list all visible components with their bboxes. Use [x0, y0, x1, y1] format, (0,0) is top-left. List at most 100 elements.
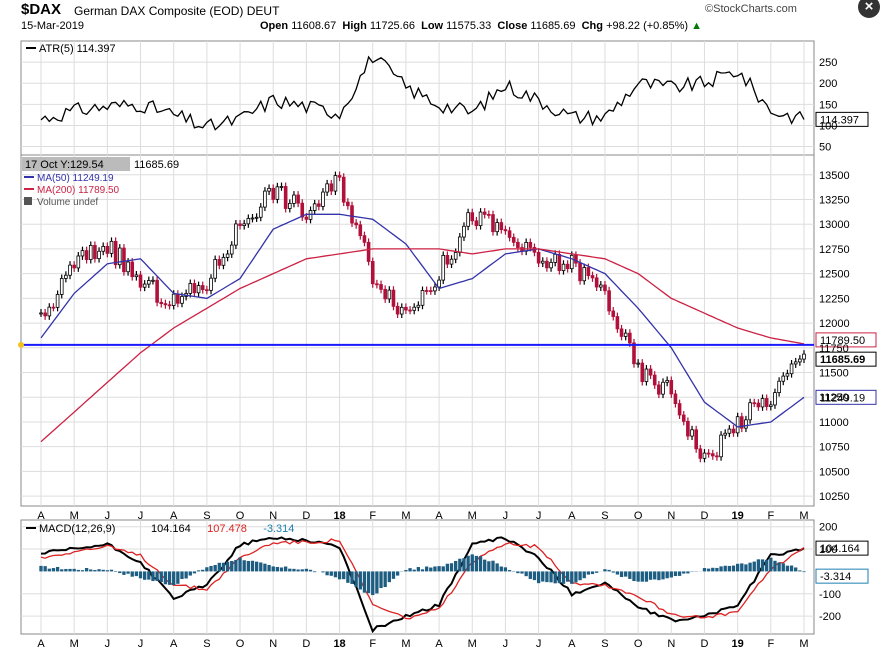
histogram-bar	[188, 571, 192, 576]
y-tick-label: 11750	[819, 343, 849, 355]
price-candle	[192, 283, 197, 294]
price-candle	[362, 235, 367, 243]
histogram-bar	[706, 568, 711, 572]
price-candle	[727, 428, 732, 434]
histogram-bar	[308, 569, 313, 572]
price-candle	[445, 254, 450, 265]
price-candle	[55, 294, 60, 308]
x-tick-label: F	[369, 510, 376, 522]
histogram-bar	[507, 570, 512, 572]
histogram-bar	[495, 563, 499, 572]
histogram-bar	[304, 568, 309, 572]
price-candle	[333, 175, 338, 192]
price-candle	[739, 416, 744, 429]
x-tick-label: M	[799, 638, 808, 650]
price-candle	[669, 380, 674, 395]
symbol: $DAX	[21, 1, 62, 18]
y-tick-label: 100	[819, 120, 837, 132]
price-candle	[346, 201, 350, 207]
panel-frame-price-panel	[20, 154, 815, 507]
histogram-bar	[337, 571, 342, 580]
histogram-bar	[230, 561, 234, 572]
price-candle	[549, 262, 553, 269]
price-candle	[640, 362, 645, 382]
histogram-bar	[528, 571, 532, 579]
price-candle	[611, 310, 616, 317]
histogram-bar	[553, 571, 557, 584]
histogram-bar	[342, 571, 346, 580]
histogram-bar	[615, 571, 620, 575]
copyright-icon: ©	[705, 3, 714, 15]
macd-legend-label: MACD(12,26,9)	[39, 523, 115, 535]
x-tick-label: D	[701, 638, 709, 650]
histogram-bar	[483, 559, 487, 572]
close-value: 11685.69	[820, 354, 865, 366]
x-tick-label: 19	[732, 510, 744, 522]
histogram-bar	[250, 560, 255, 572]
price-candle	[180, 296, 184, 304]
histogram-bar	[424, 566, 429, 572]
histogram-bar	[126, 571, 130, 574]
chg-value: +98.22 (+0.85%)	[606, 20, 689, 32]
price-candle	[43, 312, 47, 317]
y-tick-label: 100	[819, 544, 837, 556]
histogram-bar	[151, 571, 155, 582]
histogram-bar	[404, 570, 408, 572]
y-tick-label: 200	[819, 522, 837, 534]
price-candle	[540, 260, 545, 264]
histogram-bar	[163, 571, 168, 585]
histogram-bar	[657, 571, 661, 581]
y-tick-label: 10500	[819, 466, 850, 478]
price-candle	[694, 429, 698, 450]
y-tick-label: 11000	[819, 417, 849, 429]
histogram-bar	[366, 571, 371, 594]
price-candle	[511, 237, 516, 243]
price-candle	[599, 284, 603, 288]
price-candle	[412, 306, 417, 311]
exchange: DEUT	[246, 4, 280, 18]
y-tick-label: -200	[819, 611, 841, 623]
price-candle	[710, 453, 715, 457]
price-candle	[652, 374, 657, 386]
price-candle	[748, 402, 752, 421]
price-candle	[147, 280, 151, 285]
price-candle	[47, 306, 52, 317]
price-candle	[574, 254, 578, 264]
x-tick-label: A	[568, 510, 576, 522]
histogram-bar	[64, 568, 68, 572]
histogram-bar	[590, 571, 595, 575]
histogram-bar	[176, 571, 180, 584]
x-tick-label: S	[203, 510, 210, 522]
macd-value: 104.164	[820, 543, 860, 555]
close-x-icon[interactable]: ×	[858, 0, 880, 18]
price-candle	[623, 332, 628, 337]
histogram-bar	[238, 557, 242, 572]
price-candle	[408, 309, 412, 312]
price-candle	[553, 253, 557, 263]
price-candle	[122, 247, 126, 273]
histogram-bar	[785, 565, 790, 572]
price-candle	[113, 240, 118, 266]
histogram-bar	[209, 565, 213, 572]
price-candle	[391, 289, 396, 307]
histogram-bar	[798, 570, 802, 572]
ma200-value: 11789.50	[820, 335, 865, 347]
histogram-bar	[68, 568, 72, 572]
price-candle	[138, 274, 143, 288]
y-tick-label: 12750	[819, 244, 850, 256]
price-candle	[744, 419, 748, 429]
histogram-bar	[682, 571, 686, 574]
histogram-bar	[234, 559, 238, 572]
histogram-bar	[159, 571, 163, 583]
price-candle	[250, 217, 255, 220]
crosshair-value: 11685.69	[134, 159, 179, 171]
histogram-bar	[648, 571, 653, 580]
price-candle	[395, 305, 400, 315]
triangle-up-icon: ▲	[691, 20, 702, 32]
histogram-bar	[225, 561, 230, 572]
price-candle	[258, 206, 263, 218]
histogram-bar	[113, 571, 118, 572]
macd-legend-value: -3.314	[263, 523, 294, 535]
histogram-bar	[242, 560, 246, 572]
